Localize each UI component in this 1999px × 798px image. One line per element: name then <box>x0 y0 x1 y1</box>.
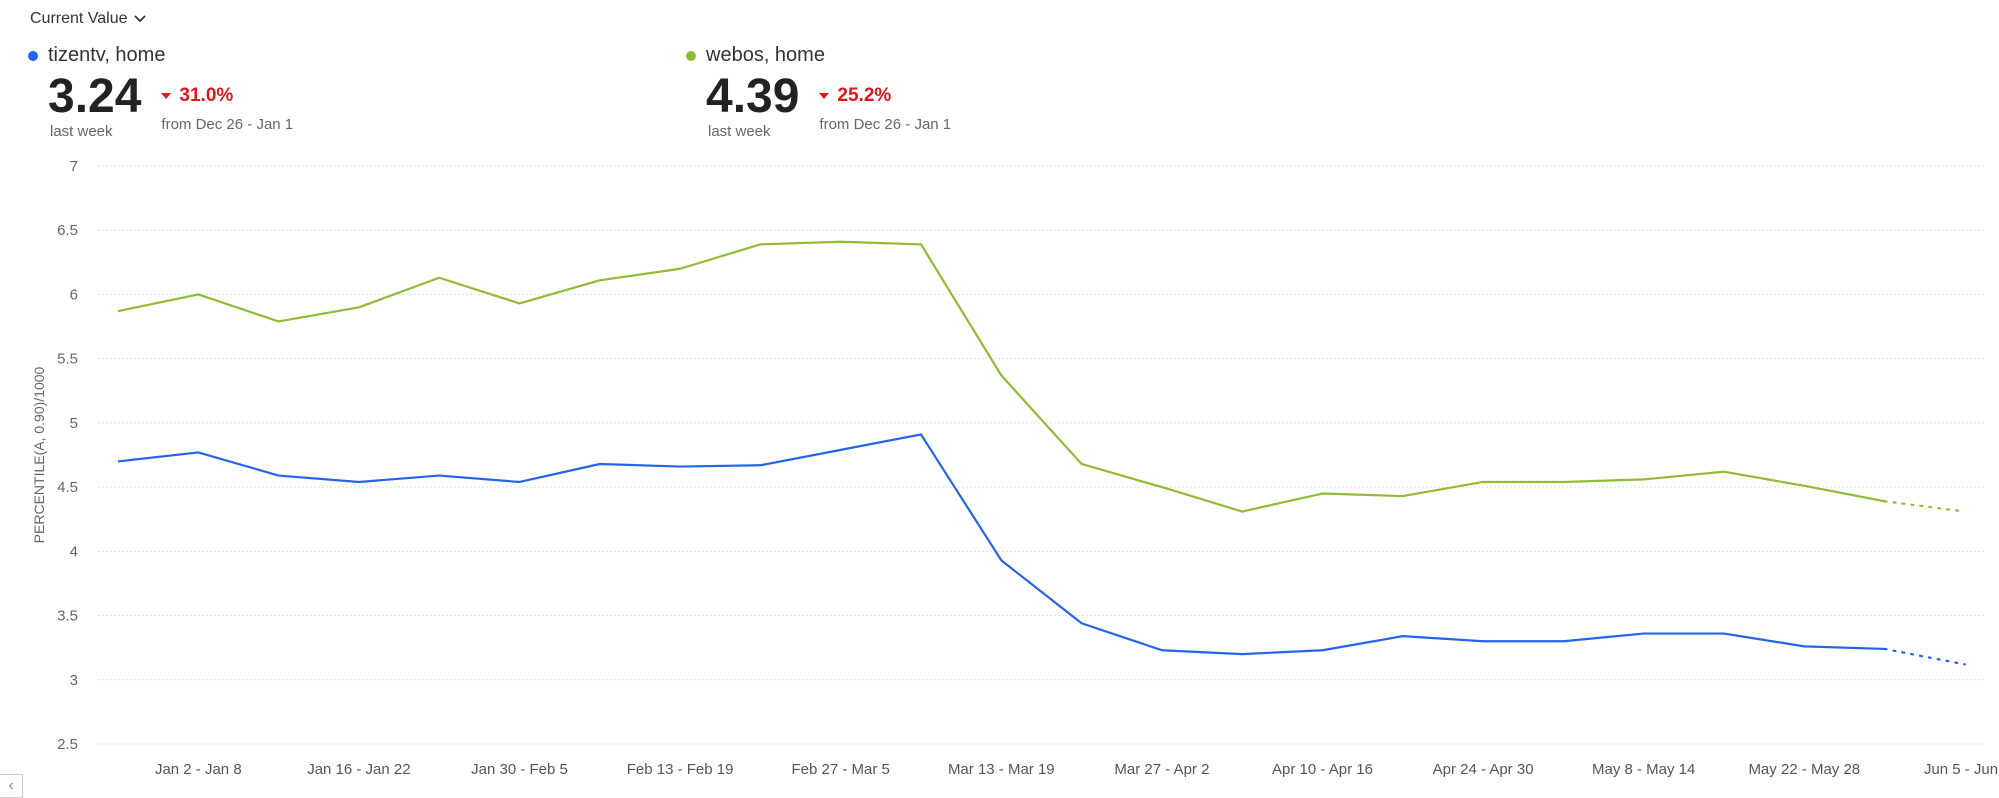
y-tick-label: 5.5 <box>57 351 78 368</box>
series-line <box>118 242 1885 512</box>
x-tick-label: Apr 24 - Apr 30 <box>1433 761 1534 778</box>
x-tick-label: May 8 - May 14 <box>1592 761 1695 778</box>
x-tick-label: Mar 13 - Mar 19 <box>948 761 1055 778</box>
x-tick-label: Jan 16 - Jan 22 <box>307 761 410 778</box>
x-tick-label: Jan 2 - Jan 8 <box>155 761 242 778</box>
y-tick-label: 4 <box>70 543 78 560</box>
x-tick-label: Jun 5 - Jun... <box>1924 761 1999 778</box>
x-tick-label: Jan 30 - Feb 5 <box>471 761 568 778</box>
y-tick-label: 3.5 <box>57 608 78 625</box>
series-incomplete-segment <box>1885 501 1965 511</box>
series-incomplete-segment <box>1885 649 1965 664</box>
y-tick-label: 5 <box>70 415 78 432</box>
y-tick-label: 6 <box>70 286 78 303</box>
x-tick-label: Mar 27 - Apr 2 <box>1114 761 1209 778</box>
x-tick-label: May 22 - May 28 <box>1748 761 1860 778</box>
y-tick-label: 6.5 <box>57 222 78 239</box>
chevron-left-icon: ‹ <box>8 777 13 795</box>
y-tick-label: 4.5 <box>57 479 78 496</box>
y-tick-label: 7 <box>70 158 78 175</box>
x-tick-label: Feb 13 - Feb 19 <box>627 761 734 778</box>
series-line <box>118 434 1885 654</box>
y-tick-label: 2.5 <box>57 736 78 753</box>
y-axis-label: PERCENTILE(A, 0.90)/1000 <box>31 366 47 543</box>
y-tick-label: 3 <box>70 672 78 689</box>
x-tick-label: Apr 10 - Apr 16 <box>1272 761 1373 778</box>
scroll-left-button[interactable]: ‹ <box>0 774 23 798</box>
x-tick-label: Feb 27 - Mar 5 <box>792 761 890 778</box>
